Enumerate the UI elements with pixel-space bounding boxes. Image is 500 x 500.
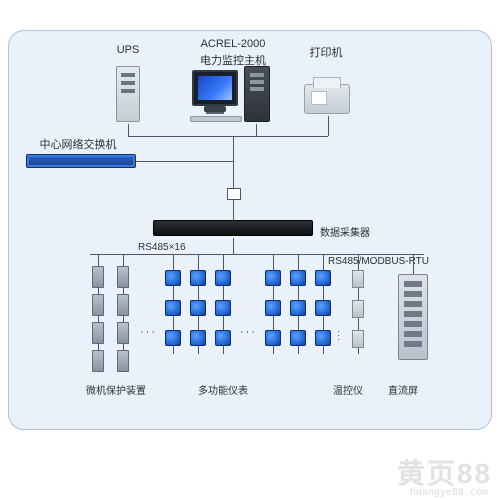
line-switch-to-host	[136, 161, 233, 162]
meter-device-5-0	[315, 270, 331, 286]
meter-label: 多功能仪表	[198, 382, 248, 397]
meter-device-5-1	[315, 300, 331, 316]
ellipsis-1: ···	[140, 326, 157, 338]
switch-label: 中心网络交换机	[40, 136, 117, 152]
meter-device-1-0	[190, 270, 206, 286]
meter-device-2-2	[215, 330, 231, 346]
printer-icon	[304, 84, 350, 114]
bus-tick-1	[123, 254, 124, 260]
temp-controller-2	[352, 330, 364, 348]
relay-device-0-1	[92, 294, 104, 316]
meter-device-3-0	[265, 270, 281, 286]
temp-controller-1	[352, 300, 364, 318]
meter-device-3-1	[265, 300, 281, 316]
junction-box-icon	[227, 188, 241, 200]
meter-device-4-2	[290, 330, 306, 346]
meter-device-5-2	[315, 330, 331, 346]
line-top-bus	[128, 136, 328, 137]
temp-label: 温控仪	[333, 382, 363, 397]
bus-tick-0	[98, 254, 99, 260]
relay-device-0-2	[92, 322, 104, 344]
meter-device-4-0	[290, 270, 306, 286]
watermark-sub: huangye88.com	[410, 487, 488, 498]
dc-label: 直流屏	[388, 382, 418, 397]
meter-device-1-1	[190, 300, 206, 316]
relay-device-1-2	[117, 322, 129, 344]
meter-device-0-0	[165, 270, 181, 286]
bus-tick-6	[298, 254, 299, 260]
bus-tick-3	[198, 254, 199, 260]
meter-device-4-1	[290, 300, 306, 316]
line-host-to-switch	[233, 136, 234, 166]
relay-device-0-0	[92, 266, 104, 288]
relay-device-1-1	[117, 294, 129, 316]
relay-device-1-3	[117, 350, 129, 372]
meter-device-1-2	[190, 330, 206, 346]
line-host-to-junction	[233, 166, 234, 188]
line-junction-to-collector	[233, 200, 234, 220]
temp-controller-0	[352, 270, 364, 288]
host-label-1: ACREL-2000	[201, 38, 266, 50]
line-ups-drop	[128, 124, 129, 136]
pc-tower-icon	[244, 66, 270, 122]
bus-tick-8	[358, 254, 359, 260]
relay-device-1-0	[117, 266, 129, 288]
ellipsis-3: ···	[334, 330, 344, 342]
switch-icon	[26, 154, 136, 168]
diagram-stage: UPS ACREL-2000 电力监控主机 打印机 中心网络交换机 数据采集器 …	[8, 30, 492, 430]
line-printer-drop	[328, 116, 329, 136]
meter-device-2-0	[215, 270, 231, 286]
bus-tick-7	[323, 254, 324, 260]
monitor-icon	[192, 70, 238, 106]
meter-device-2-1	[215, 300, 231, 316]
ellipsis-2: ···	[240, 326, 257, 338]
bus-tick-5	[273, 254, 274, 260]
rs485-label: RS485×16	[138, 242, 186, 253]
relay-device-0-3	[92, 350, 104, 372]
meter-device-0-2	[165, 330, 181, 346]
bus-tick-9	[413, 254, 414, 260]
bus-tick-2	[173, 254, 174, 260]
watermark-text: 黄页88	[397, 452, 492, 492]
collector-icon	[153, 220, 313, 236]
keyboard-icon	[190, 116, 242, 122]
printer-label: 打印机	[310, 44, 343, 60]
line-collector-down	[233, 238, 234, 254]
ups-label: UPS	[117, 44, 140, 56]
ups-icon	[116, 66, 140, 122]
line-host-drop	[256, 124, 257, 136]
meter-device-3-2	[265, 330, 281, 346]
bus-tick-4	[223, 254, 224, 260]
field-bus-line	[90, 254, 424, 255]
collector-label: 数据采集器	[320, 224, 370, 239]
dc-cabinet-icon	[398, 274, 428, 360]
relay-label: 微机保护装置	[86, 382, 146, 397]
meter-device-0-1	[165, 300, 181, 316]
